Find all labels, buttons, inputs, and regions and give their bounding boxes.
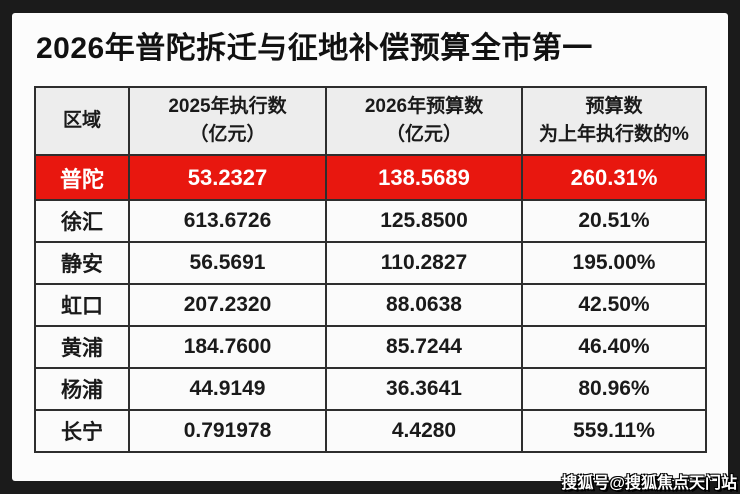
cell-exec2025: 44.9149 (128, 367, 327, 411)
table-row-huangpu: 黄浦 184.7600 85.7244 46.40% (34, 325, 707, 369)
cell-budget2026: 138.5689 (325, 154, 523, 201)
cell-region: 静安 (34, 241, 130, 285)
cell-ratio: 260.31% (521, 154, 707, 201)
cell-region: 虹口 (34, 283, 130, 327)
budget-table: 区域 2025年执行数 （亿元） 2026年预算数 （亿元） 预算数 为上年执行… (34, 86, 707, 453)
table-row-hongkou: 虹口 207.2320 88.0638 42.50% (34, 283, 707, 327)
content-panel: 2026年普陀拆迁与征地补偿预算全市第一 区域 2025年执行数 （亿元） 20… (12, 13, 728, 481)
cell-region: 长宁 (34, 409, 130, 453)
cell-budget2026: 110.2827 (325, 241, 523, 285)
table-row-jingan: 静安 56.5691 110.2827 195.00% (34, 241, 707, 285)
cell-exec2025: 613.6726 (128, 199, 327, 243)
table-row-yangpu: 杨浦 44.9149 36.3641 80.96% (34, 367, 707, 411)
col-header-exec2025: 2025年执行数 （亿元） (128, 86, 327, 156)
cell-ratio: 80.96% (521, 367, 707, 411)
cell-budget2026: 36.3641 (325, 367, 523, 411)
cell-budget2026: 125.8500 (325, 199, 523, 243)
table-row-changning: 长宁 0.791978 4.4280 559.11% (34, 409, 707, 453)
cell-region: 徐汇 (34, 199, 130, 243)
cell-exec2025: 56.5691 (128, 241, 327, 285)
sohu-watermark: 搜狐号@搜狐焦点天门站 (561, 475, 737, 492)
table-header-row: 区域 2025年执行数 （亿元） 2026年预算数 （亿元） 预算数 为上年执行… (34, 86, 707, 156)
col-header-ratio: 预算数 为上年执行数的% (521, 86, 707, 156)
page-title: 2026年普陀拆迁与征地补偿预算全市第一 (36, 32, 593, 65)
cell-region: 普陀 (34, 154, 130, 201)
table-row-xuhui: 徐汇 613.6726 125.8500 20.51% (34, 199, 707, 243)
cell-region: 黄浦 (34, 325, 130, 369)
cell-ratio: 46.40% (521, 325, 707, 369)
cell-budget2026: 4.4280 (325, 409, 523, 453)
cell-ratio: 20.51% (521, 199, 707, 243)
cell-budget2026: 85.7244 (325, 325, 523, 369)
cell-ratio: 195.00% (521, 241, 707, 285)
table-row-putuo: 普陀 53.2327 138.5689 260.31% (34, 154, 707, 201)
cell-exec2025: 0.791978 (128, 409, 327, 453)
cell-exec2025: 53.2327 (128, 154, 327, 201)
col-header-budget2026: 2026年预算数 （亿元） (325, 86, 523, 156)
cell-ratio: 559.11% (521, 409, 707, 453)
cell-region: 杨浦 (34, 367, 130, 411)
col-header-region: 区域 (34, 86, 130, 156)
cell-ratio: 42.50% (521, 283, 707, 327)
cell-exec2025: 184.7600 (128, 325, 327, 369)
cell-exec2025: 207.2320 (128, 283, 327, 327)
cell-budget2026: 88.0638 (325, 283, 523, 327)
